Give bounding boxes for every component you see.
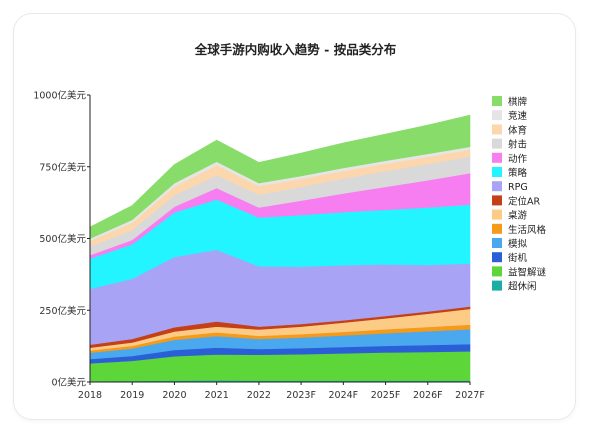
legend-swatch <box>492 96 502 106</box>
x-tick-label: 2024F <box>329 390 359 401</box>
legend-swatch <box>492 209 502 220</box>
legend-label: 生活风格 <box>508 224 547 236</box>
legend-swatch <box>492 124 502 135</box>
legend-label: RPG <box>508 182 528 193</box>
legend-swatch <box>492 167 502 177</box>
y-tick-label: 250亿美元 <box>39 305 86 317</box>
y-tick-label: 1000亿美元 <box>33 90 86 102</box>
legend-swatch <box>492 238 502 248</box>
legend-label: 超休闲 <box>508 281 537 293</box>
legend-swatch <box>492 181 502 192</box>
series-areas <box>89 114 471 383</box>
legend-swatch <box>492 110 502 121</box>
legend-swatch <box>492 152 502 163</box>
x-tick-label: 2022 <box>247 390 271 401</box>
legend-label: 策略 <box>508 167 528 179</box>
x-tick-label: 2023F <box>286 390 316 401</box>
legend-swatch <box>492 223 502 234</box>
legend-label: 定位AR <box>508 195 540 207</box>
legend-label: 益智解谜 <box>508 266 547 278</box>
legend-label: 棋牌 <box>508 96 528 108</box>
legend-label: 模拟 <box>508 238 528 250</box>
legend-label: 体育 <box>508 124 527 136</box>
y-tick-label: 500亿美元 <box>39 233 86 245</box>
x-tick-label: 2021 <box>205 390 229 401</box>
legend-swatch <box>492 138 502 149</box>
y-tick-label: 0亿美元 <box>51 377 86 389</box>
legend-label: 射击 <box>508 139 527 151</box>
legend-label: 竞速 <box>508 110 528 122</box>
y-tick-label: 750亿美元 <box>39 161 86 173</box>
x-tick-label: 2018 <box>78 390 102 401</box>
legend-swatch <box>492 280 502 291</box>
area-series-13 <box>89 114 471 239</box>
x-tick-label: 2019 <box>120 390 144 401</box>
legend-label: 动作 <box>508 153 528 165</box>
chart-title: 全球手游内购收入趋势 - 按品类分布 <box>194 42 397 57</box>
legend-label: 桌游 <box>508 210 528 222</box>
axes: 0亿美元 250亿美元 500亿美元 750亿美元 1000亿美元 2018 2019 202… <box>33 90 485 402</box>
legend-swatch <box>492 252 502 263</box>
x-tick-label: 2025F <box>371 390 401 401</box>
x-tick-label: 2026F <box>413 390 443 401</box>
legend-label: 街机 <box>508 252 528 264</box>
legend-swatch <box>492 266 502 277</box>
x-tick-label: 2027F <box>455 390 485 401</box>
x-tick-label: 2020 <box>162 390 186 401</box>
legend-swatch <box>492 195 502 206</box>
